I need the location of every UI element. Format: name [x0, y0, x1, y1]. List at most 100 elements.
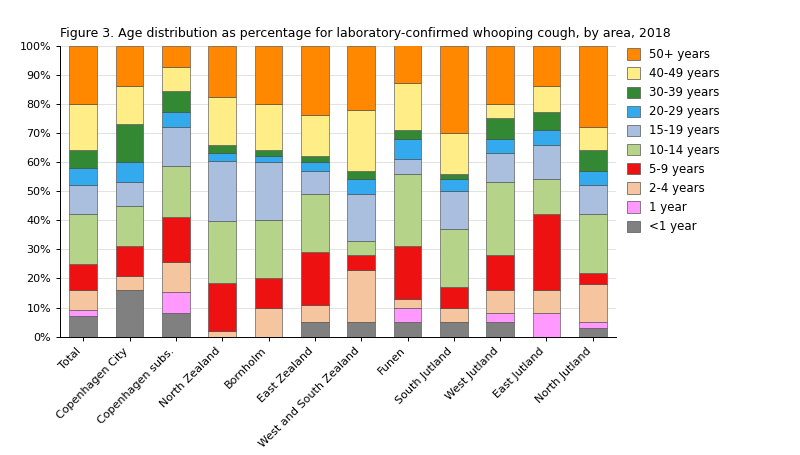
Bar	[254, 104, 282, 150]
Bar	[208, 97, 236, 145]
Bar	[115, 86, 143, 124]
Bar	[486, 322, 514, 337]
Bar	[162, 111, 190, 126]
Bar	[579, 273, 606, 284]
Bar	[70, 185, 97, 214]
Bar	[254, 308, 282, 337]
Bar	[301, 305, 329, 322]
Bar	[533, 313, 560, 337]
Bar	[162, 292, 190, 313]
Bar	[70, 316, 97, 337]
Bar	[486, 290, 514, 313]
Bar	[301, 46, 329, 116]
Bar	[579, 284, 606, 322]
Bar	[394, 308, 422, 322]
Bar	[70, 214, 97, 264]
Legend: 50+ years, 40-49 years, 30-39 years, 20-29 years, 15-19 years, 10-14 years, 5-9 : 50+ years, 40-49 years, 30-39 years, 20-…	[625, 46, 722, 236]
Bar	[162, 262, 190, 292]
Bar	[115, 290, 143, 337]
Bar	[162, 217, 190, 262]
Bar	[394, 174, 422, 247]
Bar	[115, 247, 143, 276]
Bar	[347, 255, 375, 270]
Bar	[70, 104, 97, 150]
Bar	[440, 191, 468, 229]
Bar	[486, 104, 514, 118]
Text: Figure 3. Age distribution as percentage for laboratory-confirmed whooping cough: Figure 3. Age distribution as percentage…	[60, 27, 670, 40]
Bar	[533, 112, 560, 130]
Bar	[579, 328, 606, 337]
Bar	[347, 179, 375, 194]
Bar	[347, 270, 375, 322]
Bar	[301, 252, 329, 305]
Bar	[440, 308, 468, 322]
Bar	[254, 278, 282, 308]
Bar	[208, 283, 236, 331]
Bar	[486, 46, 514, 104]
Bar	[301, 322, 329, 337]
Bar	[254, 220, 282, 278]
Bar	[162, 91, 190, 111]
Bar	[394, 299, 422, 308]
Bar	[208, 221, 236, 283]
Bar	[115, 46, 143, 86]
Bar	[115, 276, 143, 290]
Bar	[70, 310, 97, 316]
Bar	[347, 110, 375, 171]
Bar	[533, 130, 560, 145]
Bar	[440, 46, 468, 133]
Bar	[254, 150, 282, 156]
Bar	[579, 171, 606, 185]
Bar	[486, 153, 514, 182]
Bar	[208, 331, 236, 337]
Bar	[301, 116, 329, 156]
Bar	[301, 194, 329, 252]
Bar	[347, 171, 375, 179]
Bar	[208, 153, 236, 162]
Bar	[440, 174, 468, 179]
Bar	[115, 124, 143, 162]
Bar	[301, 162, 329, 171]
Bar	[115, 206, 143, 247]
Bar	[440, 133, 468, 174]
Bar	[70, 264, 97, 290]
Bar	[533, 46, 560, 86]
Bar	[440, 287, 468, 308]
Bar	[162, 313, 190, 337]
Bar	[162, 126, 190, 166]
Bar	[440, 179, 468, 191]
Bar	[533, 214, 560, 290]
Bar	[579, 46, 606, 127]
Bar	[440, 322, 468, 337]
Bar	[486, 118, 514, 139]
Bar	[394, 83, 422, 130]
Bar	[301, 171, 329, 194]
Bar	[347, 241, 375, 255]
Bar	[394, 46, 422, 83]
Bar	[394, 322, 422, 337]
Bar	[394, 159, 422, 174]
Bar	[115, 162, 143, 182]
Bar	[162, 46, 190, 66]
Bar	[486, 182, 514, 255]
Bar	[162, 66, 190, 91]
Bar	[533, 86, 560, 112]
Bar	[579, 322, 606, 328]
Bar	[486, 139, 514, 153]
Bar	[70, 150, 97, 168]
Bar	[533, 179, 560, 214]
Bar	[254, 162, 282, 220]
Bar	[208, 46, 236, 97]
Bar	[254, 46, 282, 104]
Bar	[254, 156, 282, 162]
Bar	[486, 313, 514, 322]
Bar	[394, 139, 422, 159]
Bar	[440, 229, 468, 287]
Bar	[579, 185, 606, 214]
Bar	[579, 127, 606, 150]
Bar	[70, 46, 97, 104]
Bar	[347, 194, 375, 241]
Bar	[208, 145, 236, 153]
Bar	[579, 214, 606, 273]
Bar	[162, 166, 190, 217]
